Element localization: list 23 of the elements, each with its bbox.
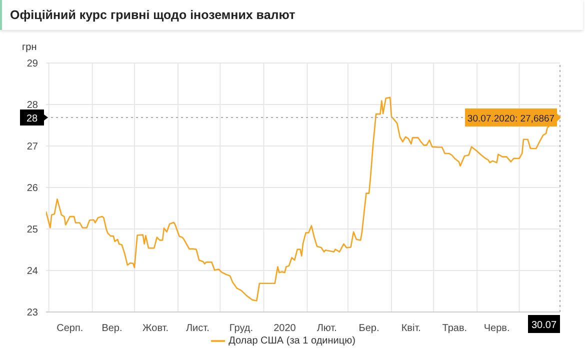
y-axis-title: грн	[22, 42, 37, 53]
x-tick-label: Жовт.	[142, 323, 169, 334]
x-tick-label: Вер.	[102, 323, 122, 334]
x-tick-label: Трав.	[442, 323, 468, 334]
chart-title: Офіційний курс гривні щодо іноземних валют	[0, 0, 583, 30]
x-tick-label: Квіт.	[401, 323, 421, 334]
y-tick-label: 24	[26, 266, 38, 278]
x-tick-label: Серп.	[56, 323, 84, 334]
y-tick-label: 25	[26, 224, 38, 236]
y-tick-label: 23	[26, 308, 38, 319]
x-tick-label: Черв.	[484, 323, 510, 334]
x-tick-label: Груд.	[229, 323, 254, 334]
x-tick-label: Лют.	[316, 323, 337, 334]
x-tick-label: 2020	[274, 323, 296, 334]
x-tick-label: 30.07	[531, 320, 557, 331]
y-tick-label: 27	[26, 142, 38, 153]
y-tick-label: 26	[26, 183, 38, 194]
annotation: 30.07.2020: 27,6867	[467, 114, 555, 124]
x-tick-label: Лист.	[186, 323, 210, 334]
y-tick-label: 29	[26, 58, 38, 70]
x-tick-label: Бер.	[358, 323, 380, 334]
y-tick-label: 28	[26, 100, 38, 112]
legend-label: Долар США (за 1 одиницю)	[228, 336, 356, 347]
